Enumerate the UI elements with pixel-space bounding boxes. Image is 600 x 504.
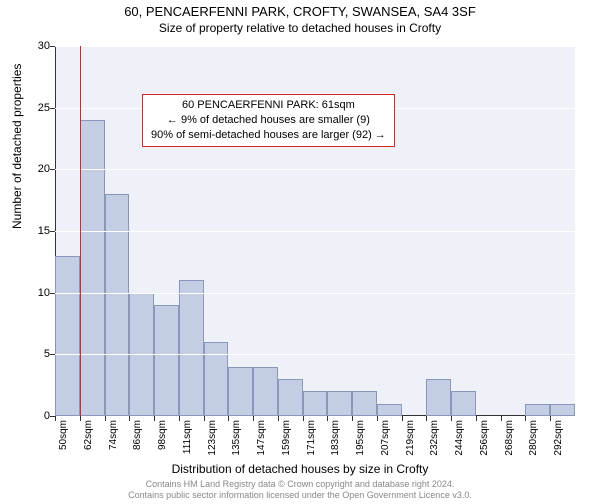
info-line-2: ← 9% of detached houses are smaller (9) — [151, 113, 386, 128]
xtick-label: 159sqm — [281, 420, 292, 456]
footer-credits: Contains HM Land Registry data © Crown c… — [0, 479, 600, 502]
chart-subtitle: Size of property relative to detached ho… — [0, 21, 600, 35]
xtick-mark — [228, 416, 229, 421]
reference-line — [80, 46, 81, 416]
ytick-mark — [50, 293, 55, 294]
grid-line — [55, 169, 575, 170]
xtick-label: 207sqm — [380, 420, 391, 456]
info-box: 60 PENCAERFENNI PARK: 61sqm ← 9% of deta… — [142, 94, 395, 147]
histogram-bar — [525, 404, 550, 416]
xtick-mark — [80, 416, 81, 421]
ytick-mark — [50, 169, 55, 170]
histogram-bar — [327, 391, 352, 416]
ytick-mark — [50, 46, 55, 47]
x-axis-label: Distribution of detached houses by size … — [0, 462, 600, 476]
histogram-bar — [426, 379, 451, 416]
histogram-bar — [55, 256, 80, 416]
xtick-label: 292sqm — [553, 420, 564, 456]
grid-line — [55, 46, 575, 47]
histogram-bar — [303, 391, 328, 416]
xtick-mark — [154, 416, 155, 421]
xtick-mark — [129, 416, 130, 421]
xtick-label: 171sqm — [306, 420, 317, 456]
xtick-mark — [476, 416, 477, 421]
xtick-label: 74sqm — [108, 420, 119, 450]
xtick-mark — [253, 416, 254, 421]
chart-title: 60, PENCAERFENNI PARK, CROFTY, SWANSEA, … — [0, 4, 600, 19]
xtick-label: 98sqm — [157, 420, 168, 450]
info-line-1: 60 PENCAERFENNI PARK: 61sqm — [151, 98, 386, 113]
xtick-label: 244sqm — [454, 420, 465, 456]
ytick-label: 20 — [20, 163, 50, 175]
ytick-label: 25 — [20, 102, 50, 114]
xtick-mark — [426, 416, 427, 421]
histogram-bar — [80, 120, 105, 416]
grid-line — [55, 354, 575, 355]
xtick-mark — [402, 416, 403, 421]
info-line-3: 90% of semi-detached houses are larger (… — [151, 128, 386, 143]
ytick-mark — [50, 231, 55, 232]
xtick-label: 219sqm — [405, 420, 416, 456]
histogram-bar — [204, 342, 229, 416]
xtick-mark — [550, 416, 551, 421]
histogram-bar — [154, 305, 179, 416]
xtick-label: 111sqm — [182, 420, 193, 454]
xtick-mark — [105, 416, 106, 421]
xtick-label: 62sqm — [83, 420, 94, 450]
ytick-mark — [50, 108, 55, 109]
xtick-label: 86sqm — [132, 420, 143, 450]
xtick-label: 135sqm — [231, 420, 242, 456]
grid-line — [55, 293, 575, 294]
xtick-label: 232sqm — [429, 420, 440, 456]
ytick-label: 10 — [20, 287, 50, 299]
histogram-bar — [550, 404, 575, 416]
histogram-bar — [377, 404, 402, 416]
ytick-label: 15 — [20, 225, 50, 237]
xtick-label: 123sqm — [207, 420, 218, 456]
footer-line-1: Contains HM Land Registry data © Crown c… — [0, 479, 600, 491]
ytick-label: 0 — [20, 410, 50, 422]
grid-line — [55, 231, 575, 232]
histogram-bar — [352, 391, 377, 416]
xtick-mark — [204, 416, 205, 421]
ytick-label: 5 — [20, 348, 50, 360]
histogram-bar — [451, 391, 476, 416]
xtick-mark — [451, 416, 452, 421]
chart-area: 60 PENCAERFENNI PARK: 61sqm ← 9% of deta… — [55, 46, 575, 416]
xtick-label: 147sqm — [256, 420, 267, 456]
xtick-mark — [327, 416, 328, 421]
ytick-mark — [50, 354, 55, 355]
xtick-mark — [278, 416, 279, 421]
histogram-bar — [105, 194, 130, 416]
xtick-mark — [525, 416, 526, 421]
xtick-label: 256sqm — [479, 420, 490, 456]
xtick-mark — [501, 416, 502, 421]
histogram-bar — [278, 379, 303, 416]
xtick-mark — [377, 416, 378, 421]
footer-line-2: Contains public sector information licen… — [0, 490, 600, 502]
xtick-label: 268sqm — [504, 420, 515, 456]
xtick-mark — [179, 416, 180, 421]
histogram-bar — [228, 367, 253, 416]
ytick-label: 30 — [20, 40, 50, 52]
grid-line — [55, 416, 575, 417]
y-axis-label: Number of detached properties — [10, 64, 24, 229]
xtick-label: 280sqm — [528, 420, 539, 456]
xtick-mark — [55, 416, 56, 421]
histogram-bar — [179, 280, 204, 416]
histogram-bar — [253, 367, 278, 416]
xtick-mark — [352, 416, 353, 421]
xtick-mark — [303, 416, 304, 421]
xtick-label: 50sqm — [58, 420, 69, 450]
xtick-label: 183sqm — [330, 420, 341, 456]
xtick-label: 195sqm — [355, 420, 366, 456]
